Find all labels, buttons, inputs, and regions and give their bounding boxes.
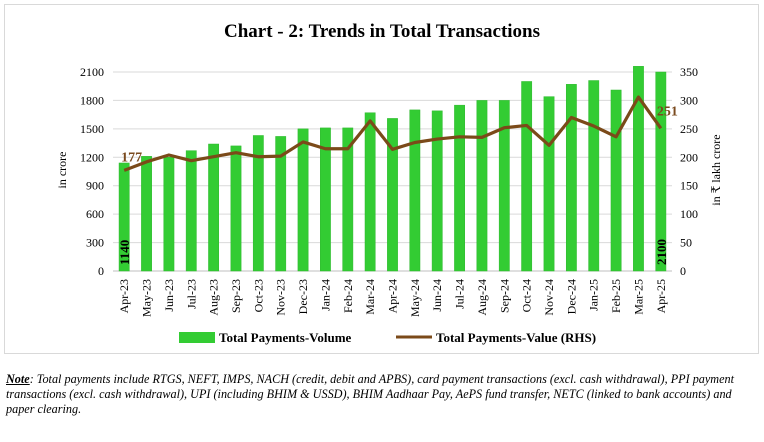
- bar: [431, 110, 443, 272]
- y-axis-right-label: in ₹ lakh crore: [709, 134, 723, 205]
- y-axis-left-label: in crore: [55, 152, 69, 189]
- y-tick-left: 600: [86, 207, 104, 221]
- x-tick: Sep-23: [229, 279, 243, 313]
- line-value: [123, 95, 663, 172]
- bar: [208, 143, 220, 272]
- bar: [185, 150, 197, 272]
- bar: [565, 84, 577, 272]
- data-label-last-bar: 2100: [654, 239, 669, 265]
- data-label-last-line: 251: [657, 104, 678, 119]
- x-tick: Nov-24: [542, 279, 556, 316]
- bar: [118, 162, 130, 272]
- x-tick: Jun-23: [162, 279, 176, 312]
- x-tick: May-23: [140, 279, 154, 317]
- x-tick: Mar-24: [363, 279, 377, 315]
- bar: [320, 127, 331, 272]
- x-tick: Jan-24: [318, 279, 332, 311]
- y-tick-left: 1800: [80, 93, 104, 107]
- y-tick-right: 100: [680, 207, 698, 221]
- x-tick: Aug-24: [475, 279, 489, 316]
- x-tick: Feb-24: [341, 279, 355, 313]
- x-tick: Dec-23: [296, 279, 310, 314]
- legend-label-value: Total Payments-Value (RHS): [436, 330, 596, 345]
- y-axis-right-ticks: 0 50 100 150 200 250 300 350: [680, 65, 698, 278]
- y-tick-left: 1200: [80, 150, 104, 164]
- footnote: Note: Total payments include RTGS, NEFT,…: [6, 372, 758, 417]
- bar: [387, 118, 398, 272]
- bar: [588, 80, 600, 272]
- y-tick-left: 900: [86, 179, 104, 193]
- bar: [230, 145, 242, 272]
- x-tick: May-24: [408, 279, 422, 317]
- y-tick-right: 300: [680, 93, 698, 107]
- bar: [297, 128, 309, 272]
- data-label-first-bar: 1140: [117, 240, 132, 265]
- y-tick-right: 250: [680, 122, 698, 136]
- chart: Chart - 2: Trends in Total Transactions …: [55, 21, 723, 345]
- bar: [633, 66, 644, 272]
- x-tick: Sep-24: [497, 279, 511, 313]
- bar: [163, 157, 175, 272]
- bar: [141, 156, 152, 272]
- bar: [610, 89, 622, 272]
- x-tick: Oct-24: [520, 279, 534, 312]
- x-tick: Jun-24: [430, 279, 444, 312]
- note-text: : Total payments include RTGS, NEFT, IMP…: [6, 372, 734, 416]
- bar: [252, 135, 264, 272]
- bar: [655, 71, 667, 272]
- x-tick: Jul-24: [453, 279, 467, 309]
- x-tick: Dec-24: [564, 279, 578, 314]
- y-tick-left: 1500: [80, 122, 104, 136]
- data-label-first-line: 177: [121, 150, 142, 165]
- x-axis-ticks: Apr-23 May-23 Jun-23 Jul-23 Aug-23 Sep-23 Oct-…: [117, 279, 668, 317]
- y-tick-right: 50: [680, 236, 692, 250]
- bar: [498, 100, 510, 272]
- x-tick: Apr-24: [386, 279, 400, 313]
- x-tick: Aug-23: [207, 279, 221, 316]
- bar: [543, 96, 555, 272]
- x-tick: Apr-23: [117, 279, 131, 313]
- x-tick: Jul-23: [184, 279, 198, 309]
- legend-label-volume: Total Payments-Volume: [219, 330, 352, 345]
- note-label: Note: [6, 372, 30, 386]
- y-axis-left-ticks: 0 300 600 900 1200 1500 1800 2100: [80, 65, 104, 278]
- bar: [521, 81, 533, 272]
- x-tick: Jan-25: [587, 279, 601, 311]
- bar: [454, 104, 465, 272]
- data-labels: 1140 2100 177 251: [117, 104, 678, 265]
- y-tick-right: 350: [680, 65, 698, 79]
- bar: [476, 100, 488, 272]
- y-tick-right: 200: [680, 150, 698, 164]
- bar: [342, 127, 354, 272]
- x-tick: Feb-25: [609, 279, 623, 313]
- legend-swatch-volume: [179, 332, 215, 343]
- x-tick: Mar-25: [631, 279, 645, 315]
- x-tick: Nov-23: [274, 279, 288, 316]
- chart-title: Chart - 2: Trends in Total Transactions: [224, 21, 540, 42]
- y-tick-right: 0: [680, 264, 686, 278]
- x-tick: Apr-25: [654, 279, 668, 313]
- y-tick-left: 2100: [80, 65, 104, 79]
- y-tick-right: 150: [680, 179, 698, 193]
- bar: [364, 112, 376, 272]
- bar: [275, 136, 287, 272]
- y-tick-left: 300: [86, 236, 104, 250]
- y-tick-left: 0: [98, 264, 104, 278]
- x-tick: Oct-23: [251, 279, 265, 312]
- bar: [409, 109, 421, 272]
- legend: Total Payments-Volume Total Payments-Val…: [179, 330, 596, 345]
- bars-volume: [118, 66, 667, 272]
